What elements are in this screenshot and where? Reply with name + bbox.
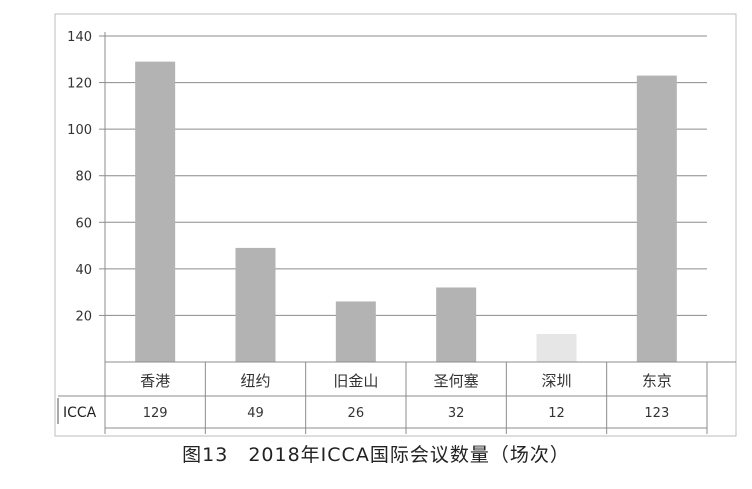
data-table: 香港 129 纽约 49 旧金山 26 圣何塞 32 深圳 12 东京 123 ICCA xyxy=(57,361,736,434)
data-label: 32 xyxy=(448,406,465,421)
y-tick-label: 60 xyxy=(75,216,92,231)
x-tick-label: 圣何塞 xyxy=(434,372,479,390)
y-tick-label: 100 xyxy=(67,123,92,138)
y-tick-label: 40 xyxy=(75,263,92,278)
bar-2 xyxy=(235,247,276,362)
chart-border xyxy=(54,13,737,437)
bar-5 xyxy=(536,334,577,362)
chart: 20 40 60 80 100 120 140 香港 129 纽约 49 旧金山 26 圣何塞 32 深圳 1… xyxy=(54,13,737,437)
x-tick-label: 纽约 xyxy=(240,372,270,390)
data-label: 123 xyxy=(644,406,669,421)
gridlines xyxy=(105,35,707,316)
bars xyxy=(135,61,677,362)
bar-3 xyxy=(335,301,376,362)
y-tick-label: 120 xyxy=(67,77,92,92)
data-label: 129 xyxy=(143,406,168,421)
y-tick-label: 20 xyxy=(75,309,92,324)
figure-caption: 图13 2018年ICCA国际会议数量（场次） xyxy=(182,444,570,466)
data-label: 26 xyxy=(348,406,365,421)
data-label: 49 xyxy=(247,406,264,421)
series-name: ICCA xyxy=(63,405,97,421)
x-tick-label: 香港 xyxy=(140,372,170,390)
bar-6 xyxy=(636,75,677,362)
y-axis: 20 40 60 80 100 120 140 xyxy=(67,30,106,362)
data-label: 12 xyxy=(548,406,565,421)
bar-4 xyxy=(436,287,477,362)
bar-1 xyxy=(135,61,176,362)
x-tick-label: 旧金山 xyxy=(333,372,378,390)
x-tick-label: 东京 xyxy=(642,372,672,390)
y-tick-label: 80 xyxy=(75,170,92,185)
x-tick-label: 深圳 xyxy=(541,372,571,390)
y-tick-label: 140 xyxy=(67,30,92,45)
